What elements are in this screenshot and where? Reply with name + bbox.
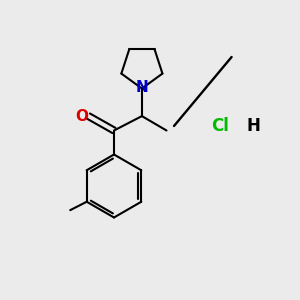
Text: Cl: Cl bbox=[212, 117, 230, 135]
Text: O: O bbox=[75, 109, 88, 124]
Text: H: H bbox=[247, 117, 260, 135]
Text: N: N bbox=[136, 80, 148, 95]
